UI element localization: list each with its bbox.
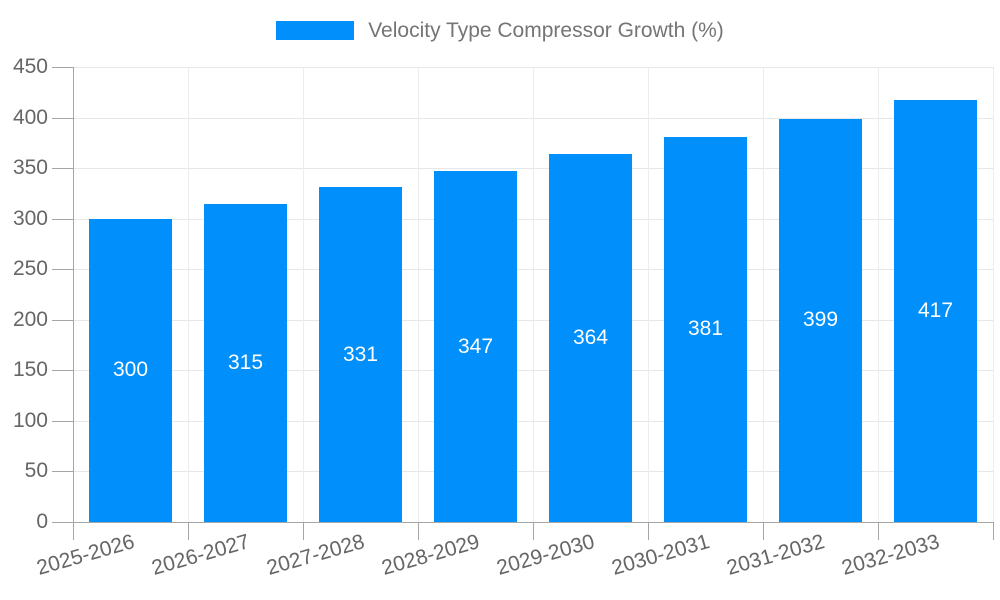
bar-value-label: 399 [802,308,839,332]
y-axis-label: 50 [24,459,48,483]
bar-2030-2031[interactable] [664,136,747,522]
y-axis-tick [52,67,73,68]
bar-2027-2028[interactable] [319,187,402,522]
v-gridline [878,67,879,522]
y-axis-tick [52,218,73,220]
v-gridline [418,67,419,522]
x-axis-tick [418,522,419,540]
y-axis-tick [52,471,73,473]
y-axis-line [73,67,74,522]
bar-value-label: 315 [227,350,264,374]
y-axis-label: 400 [12,105,48,129]
legend-label: Velocity Type Compressor Growth (%) [368,19,724,42]
v-gridline [188,67,189,522]
y-axis-tick [52,269,73,271]
y-axis-label: 200 [12,307,48,331]
y-axis-label: 0 [36,510,48,533]
bar-value-label: 417 [917,299,954,323]
x-axis-tick [533,522,534,540]
bar-2026-2027[interactable] [204,203,287,522]
bar-value-label: 364 [572,325,609,349]
x-axis-tick [73,522,74,540]
v-gridline [993,67,994,522]
bar-2031-2032[interactable] [779,118,862,522]
y-axis-label: 350 [12,156,48,180]
v-gridline [303,67,304,522]
y-axis-label: 250 [12,257,48,281]
bar-2029-2030[interactable] [549,153,632,522]
y-axis-label: 100 [12,408,48,432]
y-axis-tick [52,522,73,523]
v-gridline [533,67,534,522]
x-axis-tick [303,522,304,540]
y-axis-label: 150 [12,358,48,382]
v-gridline [648,67,649,522]
x-axis-tick [188,522,189,540]
legend[interactable]: Velocity Type Compressor Growth (%) [0,20,1000,41]
y-axis-tick [52,319,73,321]
legend-swatch [276,21,355,40]
bar-2032-2033[interactable] [894,100,977,522]
y-axis-label: 300 [12,206,48,230]
y-axis-tick [52,420,73,422]
bar-value-label: 347 [457,334,494,358]
bar-value-label: 300 [112,358,149,382]
y-axis-tick [52,117,73,119]
x-axis-tick [993,522,994,540]
bar-value-label: 381 [687,317,724,341]
x-axis-tick [878,522,879,540]
x-axis-tick [648,522,649,540]
y-axis-tick [52,168,73,170]
y-axis-tick [52,370,73,372]
bar-2025-2026[interactable] [89,218,172,522]
x-axis-tick [763,522,764,540]
v-gridline [763,67,764,522]
bar-2028-2029[interactable] [434,171,517,522]
x-axis-line [73,522,993,523]
bar-value-label: 331 [342,342,379,366]
y-axis-label: 450 [12,55,48,78]
